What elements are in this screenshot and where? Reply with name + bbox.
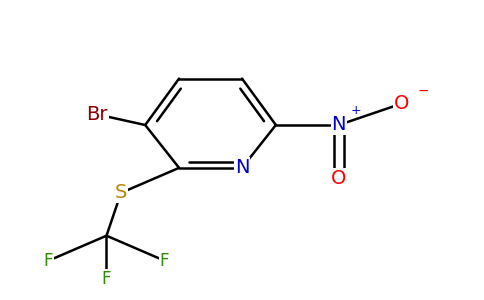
Text: F: F [44,252,53,270]
Text: O: O [331,169,347,188]
Text: F: F [102,270,111,288]
Text: −: − [418,84,429,98]
Text: Br: Br [86,105,107,124]
Text: N: N [332,116,346,134]
Text: N: N [235,158,249,177]
Text: F: F [160,252,169,270]
Text: O: O [394,94,409,113]
Text: S: S [115,183,127,202]
Text: +: + [350,104,361,117]
